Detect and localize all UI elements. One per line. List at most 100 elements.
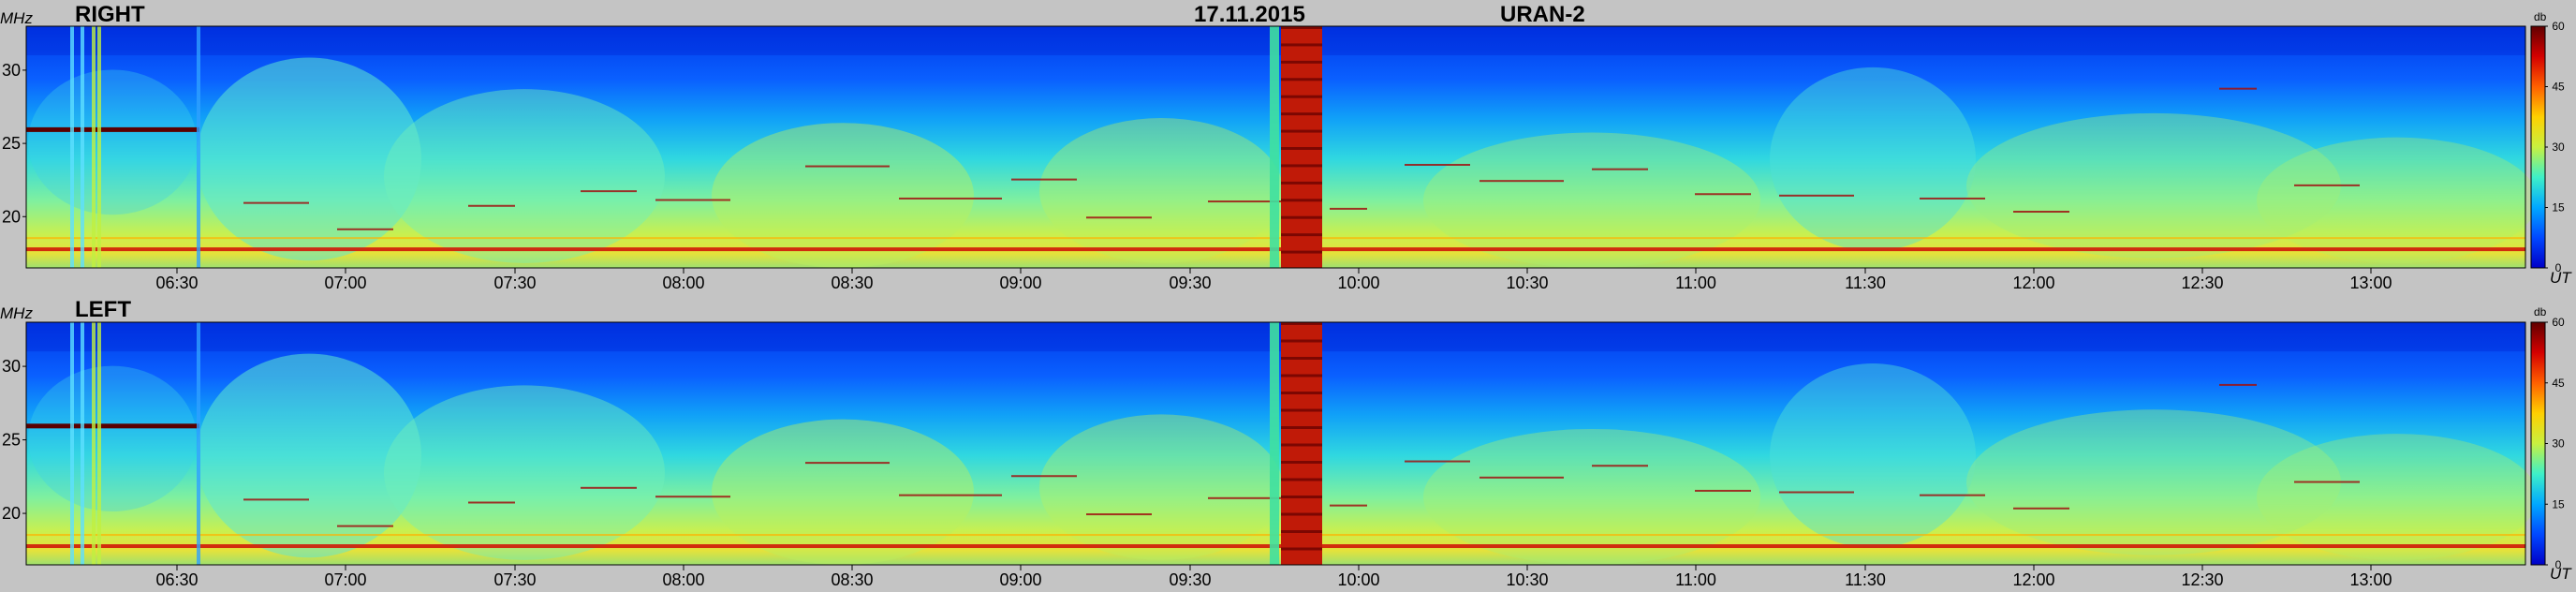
rfi-dash	[1592, 465, 1648, 467]
emission-region	[28, 365, 197, 512]
rfi-dash	[243, 498, 309, 501]
rfi-dash	[1086, 513, 1152, 516]
x-tick-label: 13:00	[2349, 274, 2392, 292]
interference-block-stripe	[1281, 461, 1322, 464]
rfi-dash	[2294, 184, 2360, 186]
rfi-dash	[2013, 211, 2069, 214]
broadband-burst	[197, 26, 200, 268]
panel-title-left: LEFT	[75, 297, 131, 322]
interference-block-stripe	[1281, 339, 1322, 343]
spectrogram-right: 20 25 30 06:30 07:00 07:30 08:00 08:30 09:00 09:3…	[2, 20, 2565, 292]
interference-block-stripe	[1281, 322, 1322, 325]
emission-region	[1039, 414, 1283, 560]
spectrogram-panel-right: 20 25 30 06:30 07:00 07:30 08:00 08:30 09:00 09:3…	[2, 20, 2565, 292]
plot-area	[25, 321, 2538, 566]
emission-region	[2257, 434, 2538, 560]
rfi-dash	[1479, 180, 1564, 183]
y-tick-label: 30	[2, 357, 21, 376]
emission-region	[1770, 363, 1976, 548]
y-tick-label: 25	[2, 431, 21, 450]
colorbar-tick-label: 15	[2552, 497, 2565, 511]
interference-block-stripe	[1281, 443, 1322, 447]
panel-title-right: RIGHT	[75, 2, 145, 27]
emission-region	[712, 419, 974, 565]
broadband-burst	[92, 26, 96, 268]
x-tick-label: 09:30	[1169, 274, 1211, 292]
interference-block-stripe	[1281, 357, 1322, 360]
rfi-dash	[1695, 489, 1751, 492]
colorbar-tick-label: 45	[2552, 377, 2565, 390]
rfi-dash	[468, 204, 515, 207]
broadband-burst	[92, 322, 96, 565]
x-tick-label: 09:30	[1169, 570, 1211, 589]
plot-frame	[25, 321, 2526, 566]
emission-region	[197, 57, 421, 261]
rfi-dash	[1779, 491, 1854, 494]
interference-block-stripe	[1281, 181, 1322, 185]
y-tick-label: 20	[2, 207, 21, 226]
emission-region	[1770, 67, 1976, 251]
colorbar-tick-label: 0	[2555, 558, 2562, 571]
rfi-dash	[1011, 178, 1077, 181]
rfi-dash	[468, 501, 515, 504]
rfi-dash	[2294, 481, 2360, 483]
colorbar-tick-label: 30	[2552, 437, 2565, 451]
spectrogram-panel-left: 20 25 30 06:30 07:00 07:30 08:00 08:30 09:00 09:3…	[0, 296, 2576, 592]
broadband-burst	[70, 322, 74, 565]
rfi-dash	[2219, 383, 2257, 386]
interference-block-stripe	[1281, 547, 1322, 551]
interference-line	[26, 423, 199, 429]
rfi-dash	[1330, 504, 1367, 507]
rfi-dash	[2013, 507, 2069, 510]
interference-block-stripe	[1281, 199, 1322, 202]
x-tick-label: 12:30	[2181, 274, 2223, 292]
rfi-dash	[655, 496, 730, 498]
rfi-dash	[1779, 194, 1854, 197]
interference-block-stripe	[1281, 233, 1322, 237]
broadband-burst	[97, 322, 101, 565]
emission-region	[384, 385, 665, 560]
rfi-dash	[805, 462, 890, 465]
y-tick-label: 25	[2, 134, 21, 153]
rfi-dash	[243, 201, 309, 204]
rfi-dash	[805, 165, 890, 168]
rfi-dash	[1086, 216, 1152, 219]
interference-line	[26, 126, 199, 132]
broadband-burst	[81, 322, 84, 565]
emission-region	[1966, 112, 2341, 259]
interference-block-stripe	[1281, 496, 1322, 498]
broadband-burst	[70, 26, 74, 268]
rfi-dash	[581, 190, 637, 193]
interference-block-stripe	[1281, 147, 1322, 150]
interference-block-stripe	[1281, 530, 1322, 533]
rfi-dash	[337, 228, 393, 230]
x-tick-label: 08:30	[831, 570, 873, 589]
colorbar	[2530, 25, 2546, 269]
interference-block-stripe	[1281, 60, 1322, 64]
x-tick-label: 11:00	[1675, 274, 1716, 292]
interference-block-stripe	[1281, 374, 1322, 377]
interference-block-stripe	[1281, 164, 1322, 168]
colorbar-tick-label: 0	[2555, 261, 2562, 274]
interference-block-stripe	[1281, 129, 1322, 133]
x-tick-label: 07:30	[493, 570, 536, 589]
rfi-dash	[1405, 163, 1470, 166]
rfi-dash	[1920, 494, 1985, 496]
colorbar-tick-label: 15	[2552, 201, 2565, 215]
rfi-dash	[1208, 496, 1283, 499]
rfi-dash	[899, 494, 1002, 496]
interference-block-stripe	[1281, 112, 1322, 116]
colorbar	[2530, 321, 2546, 566]
x-axis-label-left: UT	[2550, 565, 2571, 583]
x-tick-label: 09:00	[999, 274, 1041, 292]
interference-block-stripe	[1281, 250, 1322, 254]
instrument-name: URAN-2	[1500, 2, 1585, 27]
colorbar-tick-label: 60	[2552, 20, 2565, 33]
x-axis-label-right: UT	[2550, 269, 2571, 287]
broadband-burst	[197, 322, 200, 565]
rfi-dash	[655, 199, 730, 201]
interference-block-stripe	[1281, 512, 1322, 516]
emission-region	[197, 353, 421, 558]
x-tick-label: 12:00	[2012, 570, 2054, 589]
interference-block-stripe	[1281, 78, 1322, 81]
